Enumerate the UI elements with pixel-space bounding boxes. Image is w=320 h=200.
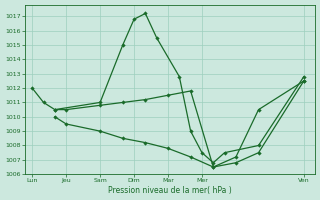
X-axis label: Pression niveau de la mer( hPa ): Pression niveau de la mer( hPa ) [108, 186, 232, 195]
